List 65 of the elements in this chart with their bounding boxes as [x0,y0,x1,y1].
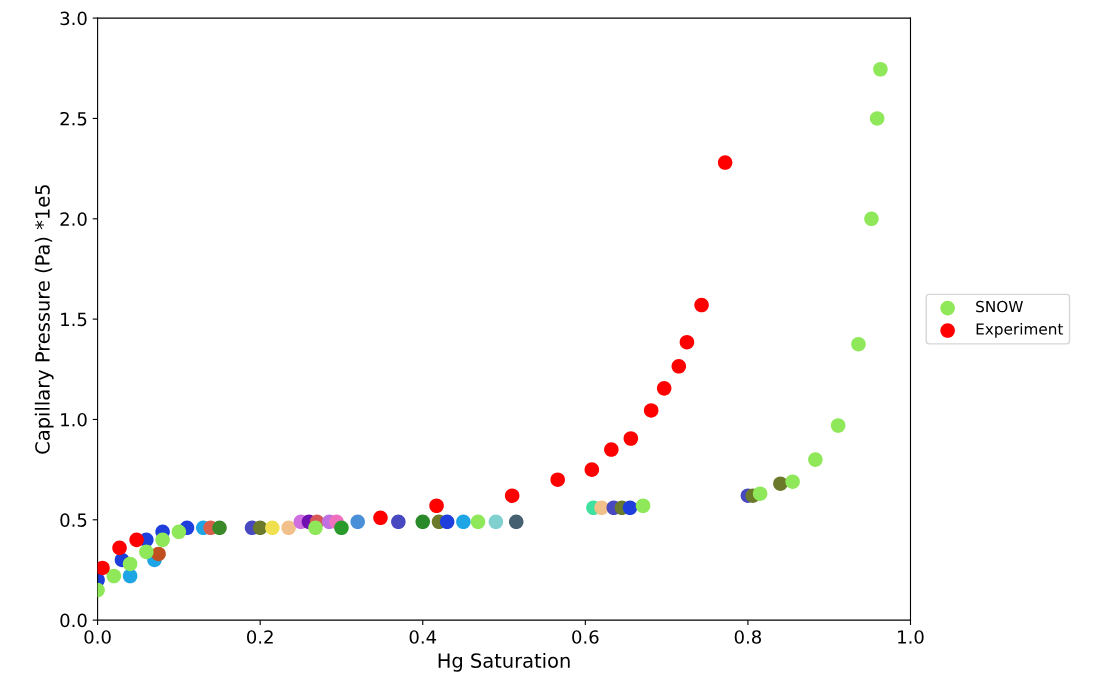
point [415,514,431,530]
point [252,520,268,536]
point [265,520,280,536]
x-tick-label: 0.6 [572,630,599,644]
point [122,568,138,584]
y-tick-label: 0.0 [60,613,87,628]
point [308,520,323,536]
point [155,532,170,548]
point [429,498,444,514]
point [830,418,846,433]
x-tick-label: 0.4 [409,630,437,644]
point [785,474,800,489]
y-tick-label: 3.0 [60,11,87,26]
point [334,520,349,536]
point [773,476,788,491]
point [122,556,138,572]
legend-label: Experiment [976,322,1064,338]
x-axis-title: Hg Saturation [438,652,570,672]
point [808,452,823,467]
point [171,524,187,540]
y-tick-label: 0.5 [60,513,87,527]
point [488,514,504,530]
point [281,520,296,536]
point [112,540,127,556]
point [439,514,455,530]
y-axis-title: Capillary Pressure (Pa) *1e5 [34,185,54,454]
point [504,488,520,503]
point [456,514,471,530]
point [350,514,365,530]
point [129,532,144,548]
point [550,472,565,487]
point [604,442,619,457]
point [864,211,879,227]
y-tick-label: 1.5 [61,312,87,327]
x-tick-label: 1.0 [898,630,924,644]
point [656,381,672,396]
y-tick-label: 2.5 [60,111,87,126]
point [623,431,639,446]
point [212,520,227,536]
point [139,544,154,560]
point [873,61,888,77]
x-tick-label: 0.0 [84,630,111,644]
point [635,498,651,514]
point [470,514,486,530]
point [594,500,609,516]
point [373,510,388,526]
point [869,111,885,126]
point [671,358,687,374]
point [694,297,709,313]
point [679,334,695,350]
point [717,155,733,170]
point [584,462,600,477]
point [851,336,866,352]
point [622,500,638,516]
x-tick-label: 0.8 [734,630,762,644]
point [106,568,122,584]
legend-label: SNOW [976,300,1023,313]
point [752,486,768,501]
point [508,514,524,530]
point [391,514,406,530]
x-tick-label: 0.2 [247,630,273,644]
y-tick-label: 1.0 [61,412,87,427]
y-tick-label: 2.0 [60,212,87,226]
point [643,403,659,418]
point [151,546,166,562]
